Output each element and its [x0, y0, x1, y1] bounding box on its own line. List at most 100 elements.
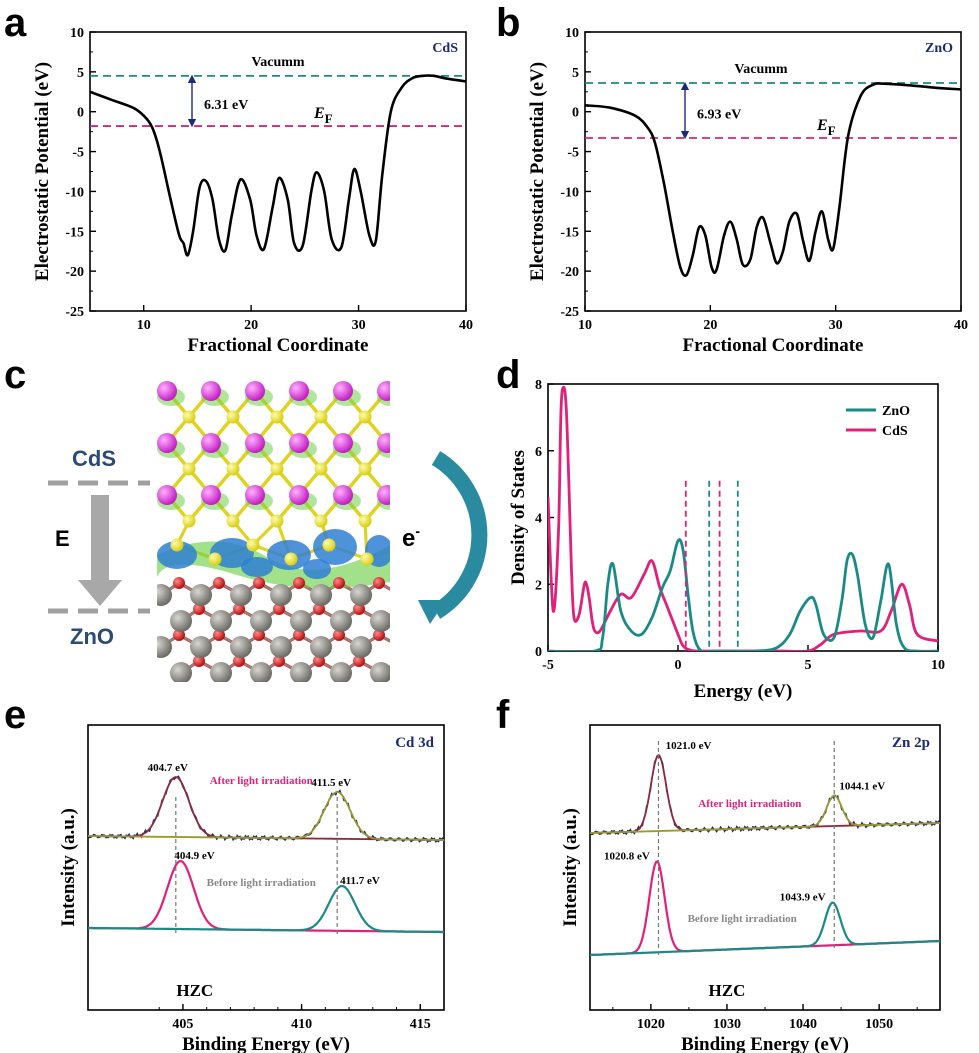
field-label: E [55, 526, 70, 551]
a-potential-curve [89, 74, 467, 257]
sulfur-atom [403, 463, 416, 476]
zinc-atom [170, 610, 192, 632]
structure-atoms [157, 381, 445, 684]
zinc-atom [190, 584, 212, 606]
b-material-label: ZnO [925, 41, 953, 56]
electron-transfer-arrow-arc [431, 451, 488, 619]
a-xtick-label: 30 [352, 318, 366, 333]
d-legend-label-cds: CdS [882, 424, 908, 439]
cadmium-atom [377, 485, 390, 505]
structure-bond [399, 595, 401, 609]
zinc-atom [370, 662, 390, 682]
sulfur-atom [226, 514, 240, 528]
electron-label: e- [402, 523, 420, 552]
b-ytick-label: -15 [560, 225, 579, 240]
a-ytick-label: 10 [70, 26, 84, 41]
f-before-fit-peak-0 [589, 859, 941, 957]
zinc-atom [310, 584, 332, 606]
oxygen-atom [193, 603, 205, 615]
e-xtick-label: 415 [410, 1017, 431, 1032]
sulfur-atom [358, 514, 372, 528]
oxygen-atom [413, 629, 425, 641]
a-ytick-label: -20 [65, 265, 84, 280]
a-x-axis-title: Fractional Coordinate [187, 335, 368, 356]
e-after-label: After light irradiation [210, 775, 313, 787]
panel-letter-c: c [4, 353, 26, 397]
zinc-atom [350, 636, 372, 658]
chart-a-electrostatic-cds: 10 5 0 -5 -10 -15 -20 -25 10 20 30 40 Fractional Coo… [32, 26, 473, 356]
sulfur-atom [182, 410, 196, 424]
d-ytick-label: 2 [535, 578, 542, 593]
cadmium-atom [245, 381, 265, 401]
zinc-atom [290, 662, 312, 682]
structure-bond [399, 609, 421, 621]
oxygen-atom [273, 655, 285, 667]
oxygen-atom [413, 577, 425, 589]
zinc-atom [410, 662, 432, 684]
electron-symbol: e [402, 525, 415, 552]
interface-structure [157, 381, 445, 684]
zinc-atom [370, 610, 390, 632]
d-xtick-label: 0 [675, 658, 682, 673]
charge-depletion-lobe-5 [241, 557, 273, 577]
e-before-label: Before light irradiation [207, 877, 316, 889]
sulfur-atom [284, 552, 298, 566]
f-y-axis-title: Intensity (a.u.) [560, 808, 581, 927]
a-fermi-subscript: F [325, 111, 333, 126]
f-after-label: After light irradiation [698, 798, 801, 810]
sulfur-atom [360, 552, 374, 566]
oxygen-atom [353, 603, 365, 615]
oxygen-atom [433, 655, 445, 667]
f-xtick-label: 1040 [789, 1017, 817, 1032]
chart-e-xps-cd3d: 405 410 415 Binding Energy (eV) Intensity (a… [58, 724, 445, 1053]
d-ytick-label: 0 [535, 645, 542, 660]
sulfur-atom [270, 410, 284, 424]
panel-c-schematic: CdS E ZnO e- [48, 381, 488, 684]
b-ytick-label: 5 [572, 66, 579, 81]
b-fermi-subscript: F [828, 123, 836, 138]
structure-bond [385, 441, 390, 450]
cadmium-atom [289, 433, 309, 453]
zinc-atom [157, 584, 172, 606]
d-ytick-label: 4 [535, 512, 542, 527]
sulfur-atom [182, 514, 196, 528]
sulfur-atom [226, 410, 240, 424]
zinc-atom [390, 584, 412, 606]
structure-bond [419, 621, 421, 635]
panel-letter-e: e [4, 693, 26, 737]
zinc-atom [270, 584, 292, 606]
e-before-peak-label-0: 404.9 eV [174, 850, 214, 862]
a-xtick-label: 40 [459, 318, 473, 333]
b-ytick-label: 10 [565, 26, 579, 41]
a-ytick-label: 5 [77, 66, 84, 81]
b-x-axis-title: Fractional Coordinate [682, 335, 863, 356]
e-after-peak-label-0: 404.7 eV [148, 762, 188, 774]
cadmium-atom [201, 485, 221, 505]
f-before-fit-peak-1 [589, 901, 941, 957]
a-fermi-symbol: E [313, 105, 325, 122]
structure-bond [399, 661, 421, 673]
b-fermi-symbol: E [816, 117, 828, 134]
a-ytick-label: -15 [65, 225, 84, 240]
a-y-axis-title: Electrostatic Potential (eV) [32, 62, 53, 281]
b-ytick-label: -25 [560, 305, 579, 320]
oxygen-atom [393, 655, 405, 667]
a-fermi-label: EF [313, 105, 333, 126]
field-arrow-head [78, 580, 122, 606]
oxygen-atom [253, 629, 265, 641]
panel-letter-f: f [496, 693, 510, 737]
e-before-peak-label-1: 411.7 eV [340, 875, 380, 887]
electron-transfer-arrow-head [418, 600, 446, 624]
b-xtick-label: 10 [578, 318, 592, 333]
f-after-peak-label-1: 1044.1 eV [839, 781, 885, 793]
oxygen-atom [273, 603, 285, 615]
e-xtick-label: 410 [291, 1017, 312, 1032]
sulfur-atom [270, 514, 284, 528]
cadmium-atom [289, 485, 309, 505]
charge-depletion-lobe-6 [303, 559, 331, 579]
d-xtick-label: -5 [542, 658, 554, 673]
oxygen-atom [353, 655, 365, 667]
e-xtick-label: 405 [172, 1017, 193, 1032]
d-series-zno-line [548, 538, 938, 651]
cadmium-atom [333, 433, 353, 453]
